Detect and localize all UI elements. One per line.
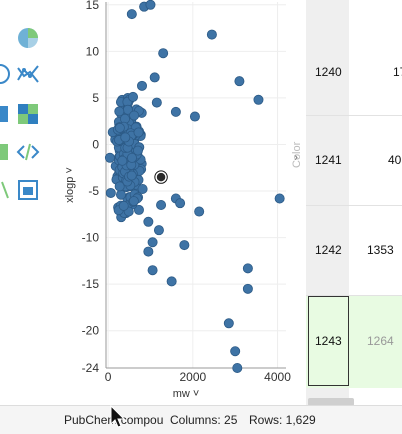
status-bar: PubChem compou Columns: 25 Rows: 1,629: [0, 405, 402, 434]
data-point: [128, 91, 139, 102]
y-tick-label: -24: [82, 361, 100, 375]
data-point: [120, 132, 131, 143]
line-chart-icon[interactable]: [16, 62, 40, 86]
data-point: [105, 187, 116, 198]
data-point: [147, 265, 158, 276]
data-point: [230, 346, 241, 357]
y-tick-label: -15: [82, 277, 100, 291]
data-point: [129, 110, 140, 121]
data-point: [147, 237, 158, 248]
column-count: Columns: 25: [170, 413, 238, 427]
y-tick-label: 0: [92, 137, 99, 151]
value-cell[interactable]: 1353: [367, 243, 394, 257]
row-divider: [306, 115, 402, 116]
data-point: [143, 216, 154, 227]
data-point: [143, 246, 154, 257]
viewer-toolbar: [0, 0, 48, 405]
data-point: [114, 181, 125, 192]
data-point: [114, 106, 125, 117]
row-count: Rows: 1,629: [249, 413, 316, 427]
x-tick-label: 4000: [264, 370, 291, 384]
data-point: [223, 318, 234, 329]
data-point: [126, 9, 137, 20]
y-axis-selector[interactable]: xlogp ˅: [64, 167, 76, 203]
data-point: [179, 240, 190, 251]
data-point: [137, 80, 148, 91]
row-id-cell[interactable]: 1240: [315, 65, 342, 79]
heatmap-icon[interactable]: [16, 102, 40, 126]
data-point: [175, 198, 186, 209]
x-tick-label: 0: [105, 370, 112, 384]
y-tick-label: -5: [88, 184, 99, 198]
form-icon[interactable]: [16, 178, 40, 202]
data-point: [145, 0, 156, 10]
y-tick-label: 5: [92, 91, 99, 105]
color-selector[interactable]: Color: [291, 141, 303, 168]
data-point: [126, 152, 137, 163]
code-icon[interactable]: [16, 140, 40, 164]
mouse-cursor-icon: [110, 405, 126, 428]
highlighted-point-ring: [154, 170, 168, 184]
data-point: [117, 155, 128, 166]
data-point: [104, 152, 115, 163]
data-point: [242, 283, 253, 294]
scatter-plot-panel: 15 10 5 0 -5 -10 -15 -20 -24 0 2000 4000 mw ˅ xlogp ˅…: [48, 0, 307, 405]
data-point: [234, 76, 245, 87]
data-point: [206, 29, 217, 40]
x-tick-label: 2000: [179, 370, 206, 384]
data-point: [133, 127, 144, 138]
data-point: [253, 94, 264, 105]
row-id-cell[interactable]: 1243: [315, 334, 342, 348]
value-cell[interactable]: 40: [388, 153, 402, 167]
tree-icon[interactable]: [0, 140, 12, 164]
row-divider: [306, 205, 402, 206]
data-point: [166, 276, 177, 287]
data-point: [153, 225, 164, 236]
data-point: [114, 122, 125, 133]
chevron-right-icon[interactable]: ›: [294, 150, 298, 164]
data-point: [156, 200, 167, 211]
row-id-cell[interactable]: 1241: [315, 153, 342, 167]
y-tick-label: 15: [86, 0, 100, 12]
data-point: [189, 111, 200, 122]
data-point: [137, 183, 148, 194]
data-point: [158, 48, 169, 59]
data-point: [149, 72, 160, 83]
y-tick-label: -20: [82, 324, 100, 338]
horizontal-scrollbar[interactable]: [308, 398, 354, 406]
data-point: [118, 200, 129, 211]
data-point: [133, 204, 144, 215]
current-cell[interactable]: [308, 296, 349, 386]
row-divider: [306, 295, 402, 296]
data-point: [232, 362, 243, 373]
y-tick-label: 10: [86, 44, 100, 58]
y-tick-label: -10: [82, 231, 100, 245]
data-point: [126, 170, 137, 181]
value-cell[interactable]: 17: [393, 65, 402, 79]
data-point: [194, 206, 205, 217]
data-grid: 1240 17 1241 40 1242 1353 1243 1264: [306, 0, 402, 406]
data-point: [170, 106, 181, 117]
pie-chart-icon[interactable]: [16, 26, 40, 50]
row-id-cell[interactable]: 1242: [315, 243, 342, 257]
scatter-icon[interactable]: [0, 178, 12, 202]
data-point: [115, 189, 126, 200]
data-point: [242, 263, 253, 274]
data-point: [128, 196, 139, 207]
x-axis-selector[interactable]: mw ˅: [173, 388, 200, 400]
data-point: [274, 193, 285, 204]
data-point: [151, 97, 162, 108]
scatter-plot[interactable]: 15 10 5 0 -5 -10 -15 -20 -24 0 2000 4000 mw ˅ xlogp ˅: [48, 0, 306, 405]
network-icon[interactable]: [0, 62, 12, 86]
bar-grid-icon[interactable]: [0, 102, 12, 126]
value-cell[interactable]: 1264: [367, 334, 394, 348]
data-point: [132, 145, 143, 156]
highlighted-point: [155, 171, 167, 183]
